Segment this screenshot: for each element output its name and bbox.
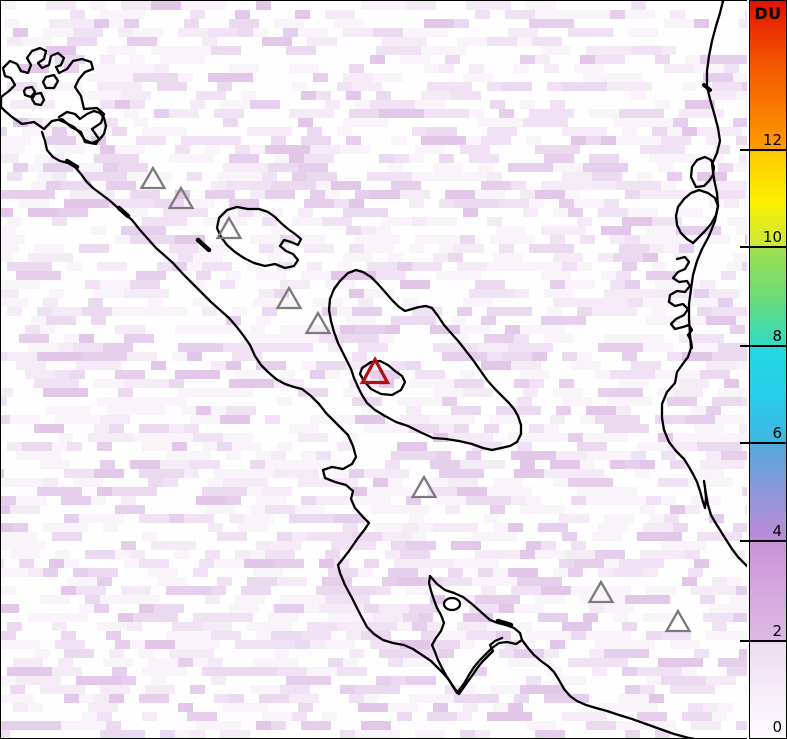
coastline-south-peninsula — [427, 574, 524, 695]
coastline-gulf-islet-1 — [41, 73, 60, 90]
coastline-east-lower-wiggles — [667, 255, 694, 350]
volcano-marker-icon — [587, 579, 615, 604]
coastline-coast-knot-3 — [195, 237, 212, 253]
coastline-coast-knot-4 — [495, 618, 514, 628]
colorbar: DU 12 10 8 6 4 2 0 — [740, 0, 787, 739]
colorbar-tick-line-2 — [750, 640, 786, 642]
colorbar-tick-mark-10 — [740, 246, 749, 248]
colorbar-tick-label-0: 0 — [772, 718, 782, 736]
colorbar-gradient — [750, 1, 786, 738]
target-volcano-marker-icon — [359, 356, 391, 385]
coastline-southeast-lake-shore — [520, 638, 696, 738]
colorbar-tick-label-10: 10 — [762, 228, 782, 246]
colorbar-tick-mark-6 — [740, 442, 749, 444]
coastline-east-coastline — [660, 1, 747, 568]
colorbar-tick-line-6 — [750, 442, 786, 444]
coastline-inland-lake-outline — [327, 268, 523, 452]
colorbar-tick-label-6: 6 — [772, 424, 782, 442]
coastline-crater-lake-ring — [442, 596, 462, 612]
coastline-coast-knot-2 — [116, 205, 131, 219]
colorbar-tick-label-2: 2 — [772, 622, 782, 640]
volcano-marker-icon — [410, 474, 438, 499]
coastline-east-head-ring — [689, 155, 716, 189]
map-area — [0, 0, 747, 739]
so2-noise-layer — [1, 1, 747, 738]
volcano-marker-icon — [275, 285, 303, 310]
colorbar-tick-line-10 — [750, 246, 786, 248]
colorbar-tick-line-12 — [750, 149, 786, 151]
colorbar-tick-mark-12 — [740, 149, 749, 151]
colorbar-tick-line-8 — [750, 345, 786, 347]
volcano-marker-icon — [167, 185, 195, 210]
coastline-gulf-island-main — [1, 46, 106, 146]
coastline-layer — [1, 1, 747, 738]
colorbar-tick-mark-2 — [740, 640, 749, 642]
volcano-marker-icon — [139, 165, 167, 190]
volcano-marker-icon — [664, 608, 692, 633]
colorbar-tick-mark-8 — [740, 345, 749, 347]
colorbar-tick-label-12: 12 — [762, 131, 782, 149]
colorbar-tick-label-4: 4 — [772, 522, 782, 540]
coastline-coast-knot-1 — [64, 158, 80, 170]
colorbar-unit-title: DU — [754, 4, 782, 23]
coastline-estuary-hook — [57, 109, 108, 145]
coastline-lagoon-complex — [215, 205, 303, 270]
colorbar-tick-line-4 — [750, 540, 786, 542]
coastline-east-body-blob — [674, 188, 720, 245]
colorbar-tick-label-8: 8 — [772, 327, 782, 345]
colorbar-tick-mark-4 — [740, 540, 749, 542]
coastline-pacific-coastline — [40, 130, 504, 696]
coastline-gulf-islet-3 — [30, 91, 46, 107]
volcano-marker-icon — [304, 310, 332, 335]
volcano-marker-icon — [215, 215, 243, 240]
coastline-coast-knot-5 — [702, 83, 712, 92]
coastline-gulf-islet-2 — [22, 85, 37, 99]
